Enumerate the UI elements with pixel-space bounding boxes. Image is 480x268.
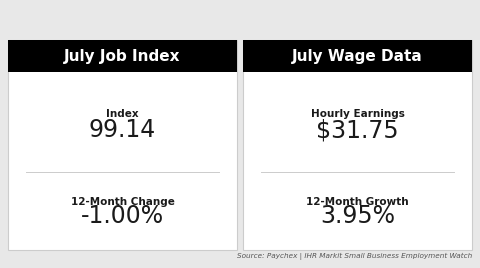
Text: July Job Index: July Job Index — [64, 49, 181, 64]
Text: July Wage Data: July Wage Data — [292, 49, 423, 64]
Text: 12-Month Change: 12-Month Change — [71, 198, 174, 207]
Text: Hourly Earnings: Hourly Earnings — [311, 109, 405, 120]
FancyBboxPatch shape — [243, 40, 472, 72]
FancyBboxPatch shape — [243, 40, 472, 250]
Text: Index: Index — [106, 109, 139, 120]
Text: -1.00%: -1.00% — [81, 204, 164, 228]
FancyBboxPatch shape — [8, 40, 237, 72]
Text: 12-Month Growth: 12-Month Growth — [306, 198, 409, 207]
Text: Source: Paychex | IHR Markit Small Business Employment Watch: Source: Paychex | IHR Markit Small Busin… — [237, 253, 472, 260]
Text: 3.95%: 3.95% — [320, 204, 395, 228]
Text: $31.75: $31.75 — [316, 118, 399, 142]
FancyBboxPatch shape — [8, 40, 237, 250]
Text: 99.14: 99.14 — [89, 118, 156, 142]
